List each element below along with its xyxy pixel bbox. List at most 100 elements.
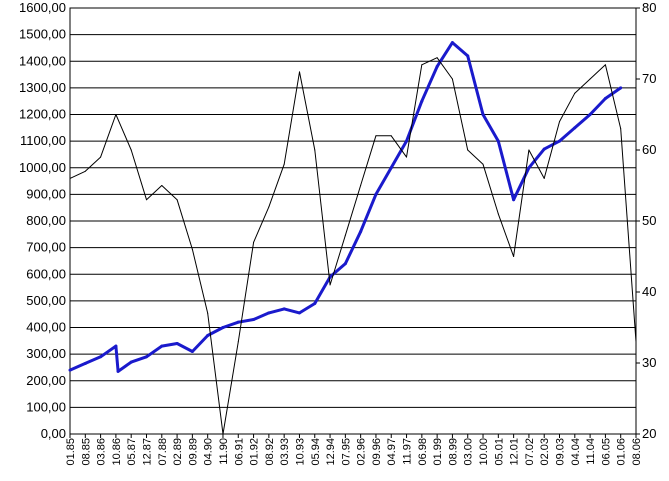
data-point <box>574 92 576 94</box>
left-axis: 0,00 100,00 200,00 300,00 400,00 500,00 600,00… <box>19 0 66 441</box>
x-tick-label: 07.95 <box>340 438 352 466</box>
x-tick-label: 06.98 <box>417 438 429 466</box>
data-point <box>436 57 438 59</box>
data-point <box>175 341 179 345</box>
right-tick-label: 30 <box>642 355 656 370</box>
x-axis: 01.85 08.85 03.86 10.86 05.87 12.87 07.88 02.89… <box>65 434 643 466</box>
data-point <box>83 361 87 365</box>
x-tick-label: 04.97 <box>386 438 398 466</box>
left-tick-label: 1400,00 <box>19 53 66 68</box>
right-tick-label: 20 <box>642 426 656 441</box>
x-tick-label: 02.96 <box>356 438 368 466</box>
data-point <box>160 344 164 348</box>
left-tick-label: 0,00 <box>41 426 66 441</box>
data-point <box>253 241 255 243</box>
data-point <box>206 333 210 337</box>
data-point <box>343 262 347 266</box>
data-point <box>282 307 286 311</box>
left-tick-label: 500,00 <box>26 293 66 308</box>
right-tick-label: 70 <box>642 71 656 86</box>
x-tick-label: 03.86 <box>96 438 108 466</box>
data-point <box>589 78 591 80</box>
left-tick-label: 400,00 <box>26 320 66 335</box>
data-point <box>176 199 178 201</box>
x-tick-label: 08.92 <box>264 438 276 466</box>
x-tick-label: 04.04 <box>570 438 582 466</box>
x-tick-label: 10.00 <box>478 438 490 466</box>
data-point <box>115 114 117 115</box>
data-point <box>283 163 285 165</box>
data-point <box>451 78 453 80</box>
data-point <box>129 360 133 364</box>
data-point <box>496 139 500 143</box>
data-point <box>389 166 393 170</box>
x-tick-label: 12.01 <box>509 438 521 466</box>
left-tick-label: 1100,00 <box>20 133 66 148</box>
data-point <box>69 177 71 179</box>
gridlines <box>70 7 636 435</box>
data-point <box>237 341 239 343</box>
data-point <box>190 349 194 353</box>
left-tick-label: 1500,00 <box>19 27 66 42</box>
data-point <box>100 156 102 158</box>
left-tick-label: 900,00 <box>26 186 66 201</box>
data-point <box>68 368 72 372</box>
data-point <box>268 206 270 208</box>
right-axis: 20 30 40 50 60 70 80 <box>636 0 656 441</box>
right-tick-label: 60 <box>642 142 656 157</box>
data-point <box>207 312 209 314</box>
data-point <box>559 121 561 123</box>
data-point <box>435 65 439 69</box>
data-point <box>99 355 103 359</box>
data-point <box>298 71 300 73</box>
data-point <box>513 256 515 257</box>
x-tick-label: 09.96 <box>371 438 383 466</box>
x-tick-label: 05.94 <box>310 438 322 466</box>
data-point <box>221 326 225 329</box>
right-tick-label: 40 <box>642 284 656 299</box>
series-line-right <box>69 57 637 435</box>
x-tick-label: 08.06 <box>631 438 643 466</box>
data-point <box>145 199 147 201</box>
x-tick-label: 02.03 <box>539 438 551 466</box>
data-point <box>497 213 499 215</box>
data-point <box>542 147 546 151</box>
x-tick-label: 07.88 <box>157 438 169 466</box>
left-tick-label: 1300,00 <box>19 80 66 95</box>
data-point <box>314 149 316 151</box>
data-point <box>620 128 622 130</box>
data-point <box>481 113 485 116</box>
right-tick-label: 80 <box>642 0 656 15</box>
data-point <box>466 54 470 58</box>
x-tick-label: 03.93 <box>279 438 291 466</box>
data-point <box>543 177 545 179</box>
data-point <box>297 311 301 315</box>
data-point <box>588 113 592 116</box>
x-tick-label: 06.91 <box>233 438 245 466</box>
data-point <box>359 230 363 234</box>
data-point <box>450 41 454 45</box>
data-point <box>267 311 271 315</box>
x-tick-label: 09.03 <box>555 438 567 466</box>
data-point <box>558 139 562 143</box>
data-point <box>573 126 577 130</box>
data-point <box>467 149 469 151</box>
x-tick-label: 09.89 <box>187 438 199 466</box>
x-tick-label: 12.94 <box>325 438 337 466</box>
x-tick-label: 01.92 <box>249 438 261 466</box>
data-point <box>420 99 424 103</box>
x-tick-label: 07.02 <box>524 438 536 466</box>
data-point <box>604 64 606 66</box>
data-point <box>191 248 193 250</box>
left-tick-label: 1600,00 <box>19 0 66 15</box>
x-tick-label: 03.00 <box>463 438 475 466</box>
left-tick-label: 300,00 <box>26 346 66 361</box>
data-point <box>144 355 148 359</box>
data-point <box>512 198 516 202</box>
data-point <box>130 149 132 151</box>
data-point <box>390 135 392 137</box>
data-point <box>252 318 256 322</box>
x-tick-label: 02.89 <box>172 438 184 466</box>
right-tick-label: 50 <box>642 213 656 228</box>
